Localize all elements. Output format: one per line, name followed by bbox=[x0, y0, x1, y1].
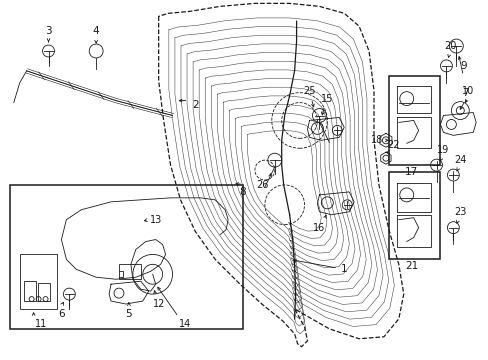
Bar bbox=[38, 283, 49, 301]
Text: 3: 3 bbox=[45, 26, 52, 36]
Text: 24: 24 bbox=[453, 155, 466, 165]
Text: 7: 7 bbox=[461, 88, 468, 98]
Text: 20: 20 bbox=[443, 41, 456, 51]
Text: 10: 10 bbox=[461, 86, 473, 96]
Text: 23: 23 bbox=[453, 207, 466, 217]
Text: 9: 9 bbox=[459, 61, 466, 71]
Text: 6: 6 bbox=[58, 309, 64, 319]
Bar bbox=[24, 281, 36, 301]
Text: 1: 1 bbox=[293, 259, 347, 274]
Text: 16: 16 bbox=[313, 222, 325, 233]
Text: 2: 2 bbox=[192, 100, 198, 109]
Bar bbox=[20, 255, 57, 309]
Text: 18: 18 bbox=[370, 135, 382, 145]
Text: 4: 4 bbox=[93, 26, 99, 36]
Text: 19: 19 bbox=[436, 145, 448, 155]
Bar bbox=[388, 76, 440, 165]
Text: 22: 22 bbox=[387, 140, 399, 150]
Text: 15: 15 bbox=[321, 94, 333, 104]
Text: 17: 17 bbox=[404, 167, 417, 177]
Text: 11: 11 bbox=[36, 319, 48, 329]
Text: 5: 5 bbox=[125, 309, 132, 319]
Text: 26: 26 bbox=[256, 180, 268, 190]
Text: 13: 13 bbox=[149, 215, 162, 225]
Text: 14: 14 bbox=[179, 319, 191, 329]
Text: 21: 21 bbox=[404, 261, 417, 271]
Text: 8: 8 bbox=[239, 187, 246, 197]
Text: 25: 25 bbox=[303, 86, 315, 96]
Bar bbox=[10, 185, 243, 329]
Bar bbox=[119, 264, 141, 279]
Text: 12: 12 bbox=[152, 299, 164, 309]
Bar bbox=[388, 172, 440, 260]
